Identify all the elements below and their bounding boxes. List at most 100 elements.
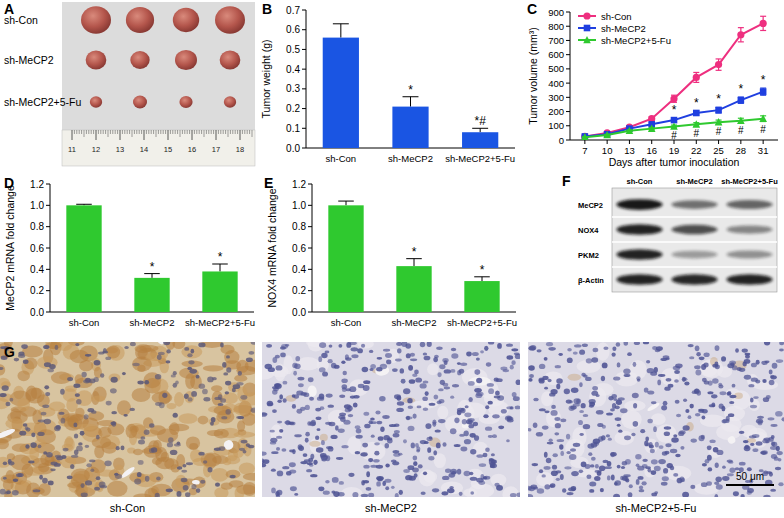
nucleus [554, 432, 559, 435]
nucleus [548, 347, 556, 351]
ruler-minor [129, 130, 130, 134]
y-tick [302, 88, 306, 89]
point [693, 110, 700, 117]
nucleus [353, 402, 358, 407]
nucleus [0, 489, 6, 495]
band [726, 225, 772, 233]
ihc-image [0, 342, 255, 497]
nucleus [544, 387, 548, 390]
nucleus [417, 406, 422, 409]
nucleus [637, 466, 644, 471]
ruler-minor [141, 130, 142, 134]
stain [203, 365, 224, 371]
nucleus [405, 475, 412, 480]
nucleus [539, 364, 545, 369]
nucleus [644, 387, 649, 392]
nucleus [544, 484, 550, 489]
nucleus [659, 445, 664, 449]
nucleus [633, 421, 638, 427]
nucleus [361, 344, 365, 348]
nucleus [658, 374, 665, 377]
nucleus [750, 443, 755, 446]
panel-letter: B [262, 1, 272, 17]
ruler-minor [180, 130, 181, 137]
nucleus [551, 405, 556, 409]
bar [202, 271, 237, 312]
labels: sh-Consh-MeCP2*sh-MeCP2+5-Fu* [331, 245, 517, 328]
ruler-tick [72, 130, 73, 140]
y-tick [302, 128, 306, 129]
cytoplasm [457, 400, 472, 419]
nucleus [318, 486, 324, 491]
nucleus [472, 352, 479, 356]
nucleus [488, 435, 493, 438]
band [616, 274, 662, 285]
bar-chart: B0.00.10.20.30.40.50.60.7Tumor weight (g… [260, 1, 515, 164]
nucleus [452, 384, 459, 387]
nucleus [385, 353, 392, 358]
stain [236, 360, 248, 373]
band [726, 200, 772, 209]
row-label: β-Actin [578, 276, 604, 285]
nucleus [167, 443, 173, 448]
nucleus [623, 342, 628, 346]
nucleus [18, 352, 24, 356]
tumor [133, 96, 147, 109]
nucleus [423, 407, 429, 410]
nucleus [262, 412, 267, 417]
nucleus [589, 399, 596, 404]
cytoplasm [317, 357, 329, 373]
nucleus [460, 446, 467, 451]
nucleus [383, 435, 390, 440]
nucleus [459, 492, 463, 496]
nucleus [38, 420, 46, 423]
nucleus [78, 442, 82, 445]
nucleus [336, 457, 343, 460]
nucleus [47, 369, 53, 373]
series-line [585, 23, 763, 136]
nucleus [701, 435, 705, 440]
ruler-minor [148, 130, 149, 134]
nucleus [779, 348, 784, 351]
nucleus [110, 421, 116, 425]
cytoplasm [358, 342, 374, 348]
nucleus [149, 423, 154, 427]
nucleus [270, 430, 275, 433]
nucleus [303, 453, 308, 457]
y-tick [566, 111, 570, 112]
nucleus [651, 470, 657, 475]
nucleus [514, 352, 520, 355]
nucleus [631, 433, 635, 437]
nucleus [328, 404, 334, 407]
nucleus [90, 468, 94, 472]
nucleus [537, 349, 542, 352]
error-cap [338, 201, 354, 202]
nucleus [556, 384, 560, 390]
nucleus [739, 431, 745, 434]
nucleus [362, 367, 369, 373]
nucleus [363, 465, 369, 469]
nucleus [770, 489, 776, 492]
nucleus [585, 377, 592, 381]
nucleus [413, 456, 418, 461]
nucleus [716, 450, 723, 455]
nucleus [368, 493, 374, 497]
y-tick-label: 1.0 [292, 200, 306, 211]
nucleus [663, 468, 668, 474]
nucleus [122, 372, 126, 375]
ruler-minor [122, 130, 123, 134]
nucleus [376, 367, 382, 371]
nucleus [157, 355, 162, 361]
nucleus [567, 348, 572, 352]
y-tick [308, 226, 312, 227]
nucleus [657, 380, 661, 386]
point [626, 127, 634, 134]
ruler-minor [98, 130, 99, 134]
nucleus [620, 408, 628, 413]
nucleus [316, 447, 324, 452]
nucleus [761, 450, 768, 455]
nucleus [464, 439, 471, 444]
cytoplasm [270, 424, 283, 441]
ruler-minor [199, 130, 200, 134]
nucleus [282, 466, 289, 469]
